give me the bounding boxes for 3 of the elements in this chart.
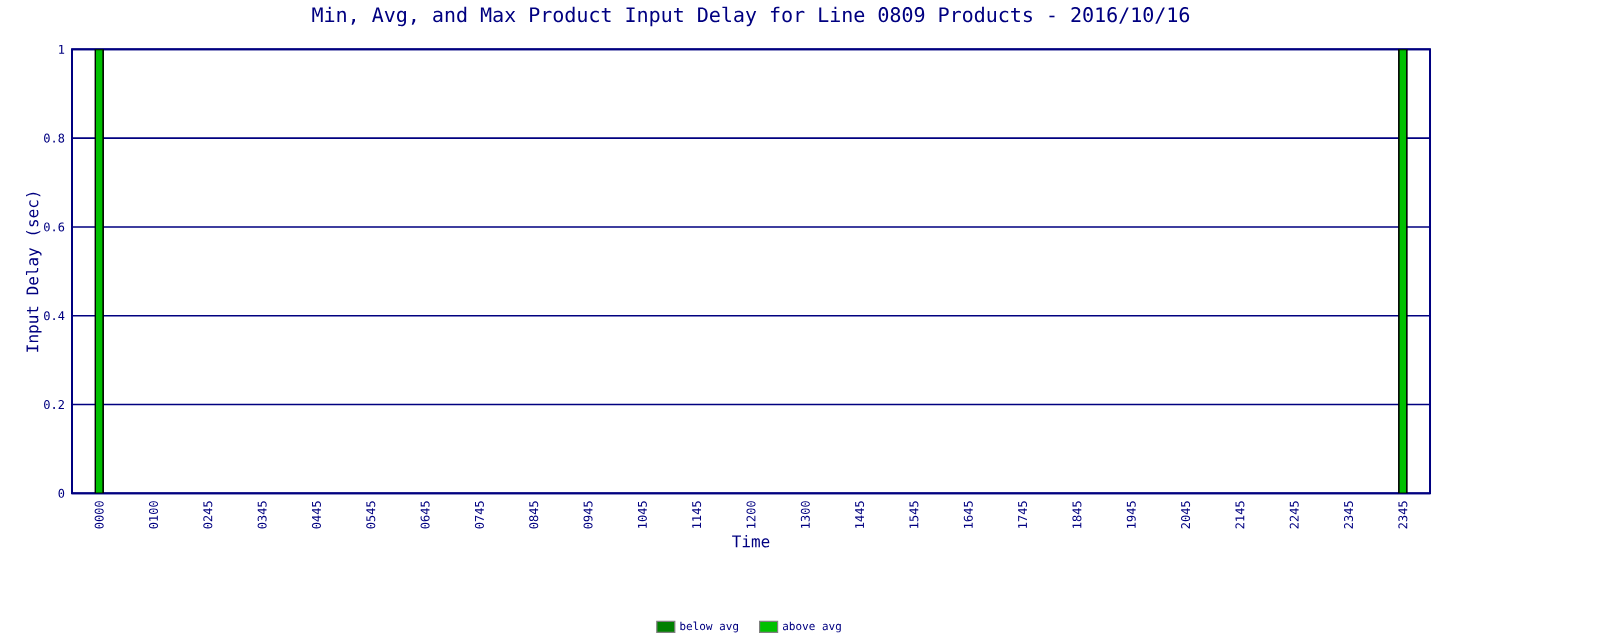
- y-axis-title: Input Delay (sec): [25, 193, 42, 353]
- x-axis-title: Time: [732, 535, 770, 548]
- chart-title: Min, Avg, and Max Product Input Delay for Line 0809 Products - 2016/10/16: [312, 7, 1190, 27]
